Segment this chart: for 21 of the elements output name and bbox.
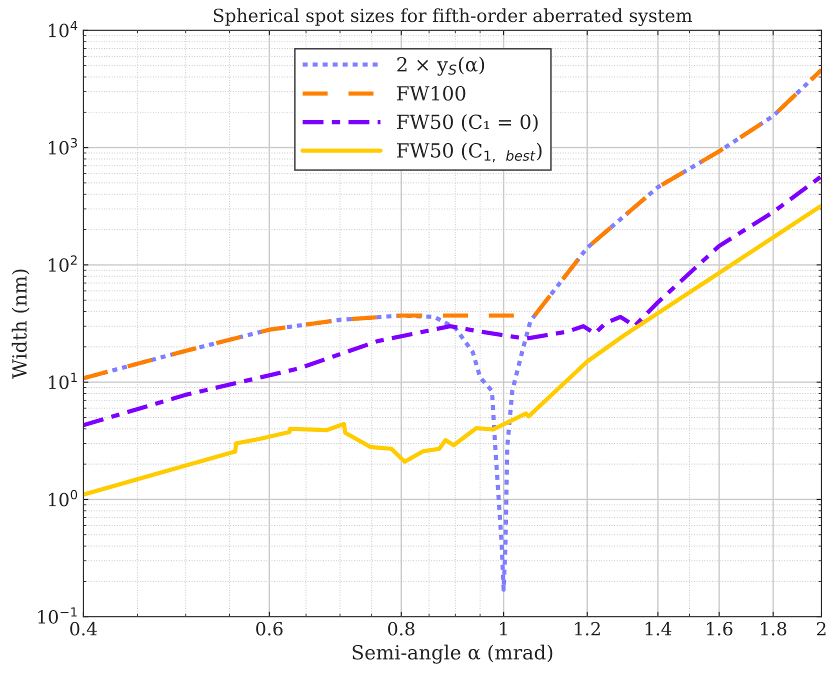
legend-label: FW100 (397, 86, 466, 101)
legend-label: 2 × y$_{S}$(α) (397, 56, 484, 76)
chart-title: Spherical spot sizes for fifth-order aberrated system (214, 8, 692, 26)
y-tick-label: 10$^{0}$ (48, 490, 78, 506)
x-tick-label: 1.8 (761, 622, 786, 636)
y-tick-label: 10$^{2}$ (48, 255, 77, 272)
x-tick-label: 2 (816, 622, 826, 636)
x-tick-label: 1.6 (707, 622, 732, 636)
x-tick-label: 0.6 (256, 622, 283, 636)
x-axis-title: Semi-angle α (mrad) (352, 644, 552, 664)
x-tick-label: 0.4 (70, 622, 97, 636)
y-tick-label: 10$^{1}$ (48, 372, 77, 390)
legend-label: FW50 (C₁ = 0) (397, 114, 538, 132)
x-tick-label: 1 (500, 622, 507, 636)
y-tick-label: 10$^{3}$ (48, 138, 77, 155)
y-axis-title: Width (nm) (12, 270, 30, 379)
y-tick-label: 10$^{4}$ (48, 20, 78, 38)
x-tick-label: 1.2 (575, 622, 600, 636)
x-tick-label: 1.4 (646, 622, 672, 636)
legend-label: FW50 (C$_{1, best}$) (397, 142, 542, 162)
x-tick-label: 0.8 (388, 622, 414, 636)
